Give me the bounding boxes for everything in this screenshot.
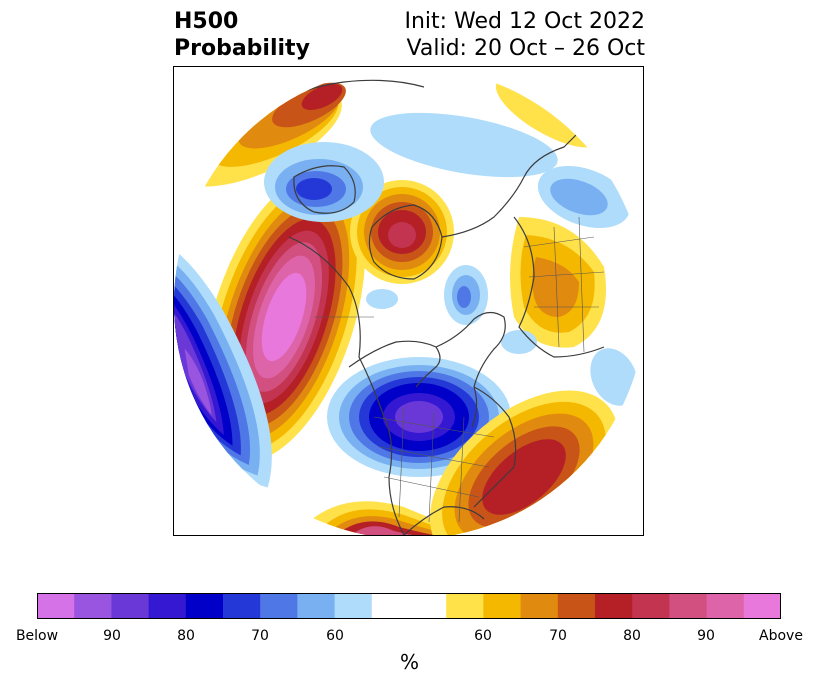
probability-map (173, 66, 644, 536)
title-product: Probability (174, 36, 310, 61)
colorbar-swatch (74, 593, 112, 619)
arctic-below (366, 112, 638, 406)
tick-below: Below (15, 628, 59, 644)
east-pacific-below (174, 232, 272, 488)
colorbar-swatch (632, 593, 670, 619)
colorbar-swatch (743, 593, 781, 619)
colorbar-swatches (37, 593, 781, 619)
tick-below-80: 80 (177, 628, 195, 644)
colorbar-swatch (223, 593, 261, 619)
colorbar-swatch (297, 593, 336, 619)
colorbar-swatch (595, 593, 633, 619)
southern-us-above (294, 501, 494, 535)
borders (314, 216, 605, 523)
colorbar-swatch (334, 593, 373, 619)
colorbar-swatch (520, 593, 559, 619)
colorbar-swatch (111, 593, 150, 619)
colorbar-unit: % (399, 650, 419, 674)
tick-below-90: 90 (103, 628, 121, 644)
colorbar-swatch (446, 593, 484, 619)
map-canvas (174, 67, 643, 535)
europe-above (510, 217, 606, 348)
colorbar-swatch (669, 593, 708, 619)
colorbar-swatch (37, 593, 75, 619)
tick-below-60: 60 (326, 628, 344, 644)
tick-above: Above (759, 628, 803, 644)
map-title: H500 Probability (174, 8, 310, 62)
tick-above-70: 70 (549, 628, 567, 644)
colorbar-swatch (483, 593, 522, 619)
colorbar-swatch (706, 593, 745, 619)
tick-above-80: 80 (623, 628, 641, 644)
tick-above-60: 60 (474, 628, 492, 644)
init-date: Init: Wed 12 Oct 2022 (404, 9, 645, 34)
west-siberia-below (264, 142, 384, 222)
colorbar-border (37, 593, 781, 619)
colorbar-swatch (557, 593, 596, 619)
alaska-gulf-above (202, 172, 366, 462)
colorbar-swatch (260, 593, 298, 619)
colorbar-swatch (148, 593, 187, 619)
tick-below-70: 70 (251, 628, 269, 644)
colorbar (37, 593, 781, 619)
map-dates: Init: Wed 12 Oct 2022 Valid: 20 Oct – 26… (404, 8, 645, 62)
tick-above-90: 90 (697, 628, 715, 644)
title-variable: H500 (174, 9, 239, 34)
colorbar-swatch (185, 593, 224, 619)
colorbar-ticks: Below 90 80 70 60 60 70 80 90 Above (0, 628, 819, 648)
colorbar-swatch (371, 593, 447, 619)
valid-range: Valid: 20 Oct – 26 Oct (406, 36, 645, 61)
